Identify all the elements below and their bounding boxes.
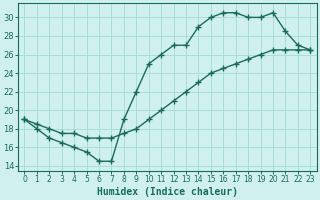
X-axis label: Humidex (Indice chaleur): Humidex (Indice chaleur) [97,186,238,197]
